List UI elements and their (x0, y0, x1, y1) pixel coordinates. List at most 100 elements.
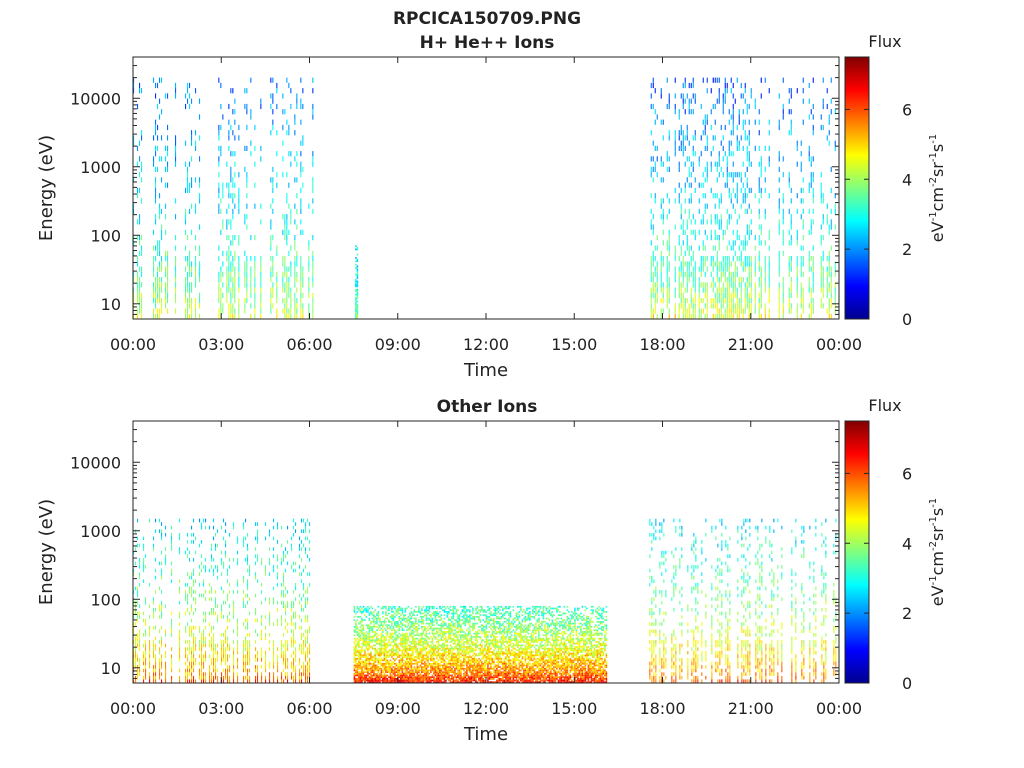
flux-cell (403, 624, 405, 627)
flux-cell (392, 644, 395, 647)
flux-cell (185, 187, 187, 193)
flux-cell (312, 182, 314, 188)
flux-cell (355, 679, 357, 682)
flux-cell (404, 634, 407, 637)
flux-cell (413, 609, 416, 611)
flux-cell (732, 245, 734, 251)
flux-cell (291, 665, 293, 669)
flux-cell (230, 151, 232, 157)
flux-cell (133, 208, 135, 214)
flux-cell (277, 565, 279, 569)
flux-cell (391, 681, 393, 683)
flux-cell (245, 654, 247, 658)
flux-cell (388, 664, 390, 667)
flux-cell (165, 629, 167, 633)
flux-cell (404, 654, 407, 657)
flux-cell (398, 612, 401, 615)
flux-cell (424, 666, 426, 668)
flux-cell (362, 649, 365, 652)
flux-cell (308, 308, 310, 314)
flux-cell (694, 130, 696, 136)
flux-cell (365, 631, 368, 633)
flux-cell (228, 313, 230, 319)
flux-cell (243, 590, 245, 594)
flux-cell (404, 621, 407, 623)
flux-cell (195, 658, 197, 662)
flux-cell (409, 641, 411, 643)
flux-cell (145, 650, 147, 655)
flux-cell (185, 298, 187, 304)
flux-cell (720, 266, 722, 272)
flux-cell (678, 240, 680, 246)
flux-cell (193, 661, 195, 666)
flux-cell (362, 626, 365, 628)
flux-cell (368, 659, 371, 662)
flux-cell (394, 667, 396, 670)
flux-cell (710, 161, 712, 167)
flux-cell (698, 229, 700, 235)
flux-cell (746, 224, 748, 230)
flux-cell (383, 644, 386, 647)
flux-cell (724, 98, 726, 104)
flux-cell (213, 654, 215, 658)
flux-cell (308, 203, 310, 209)
flux-cell (726, 182, 728, 188)
flux-cell (237, 658, 239, 662)
flux-cell (422, 662, 425, 665)
flux-cell (179, 533, 181, 537)
flux-cell (734, 172, 736, 178)
flux-cell (694, 261, 696, 267)
flux-cell (195, 88, 197, 94)
flux-cell (714, 203, 716, 209)
flux-cell (223, 658, 225, 662)
flux-cell (226, 292, 228, 298)
flux-cell (245, 636, 247, 641)
flux-cell (237, 643, 239, 648)
flux-cell (376, 664, 378, 667)
flux-cell (732, 130, 734, 136)
flux-cell (161, 550, 163, 555)
flux-cell (374, 654, 377, 657)
flux-cell (706, 203, 708, 209)
flux-cell (742, 198, 744, 204)
flux-cell (730, 114, 732, 120)
flux-cell (185, 277, 187, 283)
flux-cell (698, 287, 700, 293)
flux-cell (361, 659, 363, 662)
flux-cell (398, 656, 401, 658)
flux-cell (282, 298, 284, 304)
flux-cell (668, 235, 670, 241)
flux-cell (307, 672, 309, 676)
flux-cell (137, 103, 139, 110)
flux-cell (189, 287, 191, 293)
flux-cell (145, 597, 147, 601)
flux-cell (288, 277, 290, 283)
flux-cell (710, 303, 712, 309)
flux-cell (720, 308, 722, 314)
flux-cell (303, 650, 305, 655)
flux-cell (296, 303, 298, 309)
flux-cell (389, 662, 392, 665)
flux-cell (213, 661, 215, 666)
flux-cell (682, 303, 684, 309)
flux-cell (185, 597, 187, 601)
flux-cell (370, 627, 372, 630)
flux-cell (221, 586, 223, 591)
flux-cell (209, 590, 211, 594)
flux-cell (720, 287, 722, 293)
flux-cell (367, 626, 369, 628)
flux-cell (656, 145, 658, 151)
flux-cell (744, 88, 746, 94)
flux-cell (199, 303, 201, 309)
flux-cell (397, 666, 399, 668)
flux-cell (686, 298, 688, 304)
flux-cell (407, 605, 410, 608)
flux-cell (404, 632, 407, 635)
flux-cell (205, 658, 207, 662)
flux-cell (371, 669, 374, 672)
flux-cell (412, 636, 414, 638)
flux-cell (403, 616, 405, 618)
flux-cell (392, 629, 395, 632)
flux-cell (243, 525, 245, 530)
flux-cell (412, 622, 414, 625)
